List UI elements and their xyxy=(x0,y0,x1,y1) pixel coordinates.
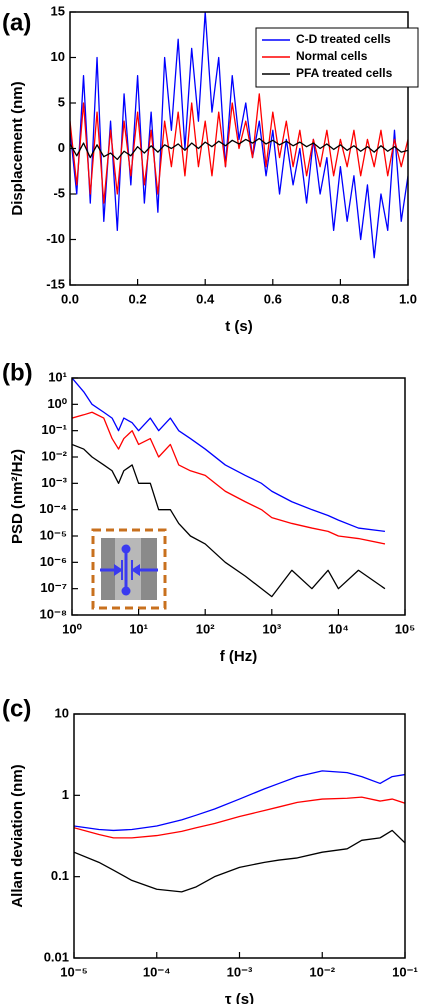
x-tick-label: 10⁻⁵ xyxy=(60,964,87,979)
x-tick-label: 10¹ xyxy=(129,621,148,636)
panel-label: (c) xyxy=(2,695,31,722)
y-tick-label: 10⁻¹ xyxy=(41,422,67,437)
y-tick-label: 0.01 xyxy=(44,949,69,964)
x-tick-label: 10⁻³ xyxy=(227,964,253,979)
legend-label: Normal cells xyxy=(296,49,368,63)
y-tick-label: 0 xyxy=(58,140,65,155)
series-line xyxy=(70,93,408,204)
plot-area xyxy=(70,12,408,259)
x-tick-label: 10⁰ xyxy=(62,621,82,636)
y-tick-label: 5 xyxy=(58,94,65,109)
panel-label: (b) xyxy=(2,359,33,386)
y-tick-label: -5 xyxy=(53,185,65,200)
plot-area xyxy=(72,378,386,598)
x-tick-label: 10⁻² xyxy=(309,964,335,979)
x-tick-label: 10² xyxy=(196,621,215,636)
y-axis-title: PSD (nm²/Hz) xyxy=(9,449,26,544)
y-tick-label: -10 xyxy=(46,231,65,246)
inset-image xyxy=(91,528,167,610)
series-line xyxy=(74,829,405,893)
x-axis-title: f (Hz) xyxy=(220,648,258,665)
x-tick-label: 10⁻⁴ xyxy=(143,964,171,979)
x-axis-title: τ (s) xyxy=(225,991,254,1004)
series-line xyxy=(72,411,386,545)
x-tick-label: 10⁴ xyxy=(328,621,349,636)
x-tick-label: 0.6 xyxy=(264,291,282,306)
y-axis-title: Allan deviation (nm) xyxy=(9,764,26,907)
y-tick-label: 15 xyxy=(51,3,65,18)
series-line xyxy=(70,12,408,259)
y-tick-label: 10⁰ xyxy=(47,396,67,411)
plot-area xyxy=(74,770,405,893)
series-line xyxy=(72,378,386,533)
x-axis-title: t (s) xyxy=(225,318,253,335)
legend-label: C-D treated cells xyxy=(296,32,391,46)
y-tick-label: 10⁻⁴ xyxy=(39,501,67,516)
x-tick-label: 0.8 xyxy=(331,291,349,306)
y-tick-label: 10⁻³ xyxy=(41,475,67,490)
plot-frame xyxy=(73,713,406,959)
series-line xyxy=(72,443,386,598)
legend-label: PFA treated cells xyxy=(296,66,393,80)
series-line xyxy=(70,137,408,161)
y-tick-label: 10 xyxy=(55,705,69,720)
x-tick-label: 10⁵ xyxy=(395,621,416,636)
y-tick-label: 10 xyxy=(51,49,65,64)
x-tick-label: 10⁻¹ xyxy=(392,964,418,979)
x-tick-label: 0.4 xyxy=(196,291,215,306)
y-axis-title: Displacement (nm) xyxy=(9,81,26,215)
y-tick-label: -15 xyxy=(46,276,65,291)
x-tick-label: 10³ xyxy=(262,621,281,636)
x-tick-label: 0.0 xyxy=(61,291,79,306)
y-tick-label: 10⁻⁸ xyxy=(40,606,67,621)
y-tick-label: 10⁻⁶ xyxy=(40,554,67,569)
y-tick-label: 0.1 xyxy=(51,868,69,883)
y-tick-label: 1 xyxy=(62,787,69,802)
series-line xyxy=(74,770,405,832)
x-tick-label: 1.0 xyxy=(399,291,417,306)
y-tick-label: 10⁻⁷ xyxy=(40,580,67,595)
plot-frame xyxy=(71,377,406,616)
x-tick-label: 0.2 xyxy=(129,291,147,306)
y-tick-label: 10⁻² xyxy=(41,448,67,463)
series-line xyxy=(74,796,405,839)
y-tick-label: 10⁻⁵ xyxy=(40,527,67,542)
panel-label: (a) xyxy=(2,9,31,36)
y-tick-label: 10¹ xyxy=(48,369,67,384)
